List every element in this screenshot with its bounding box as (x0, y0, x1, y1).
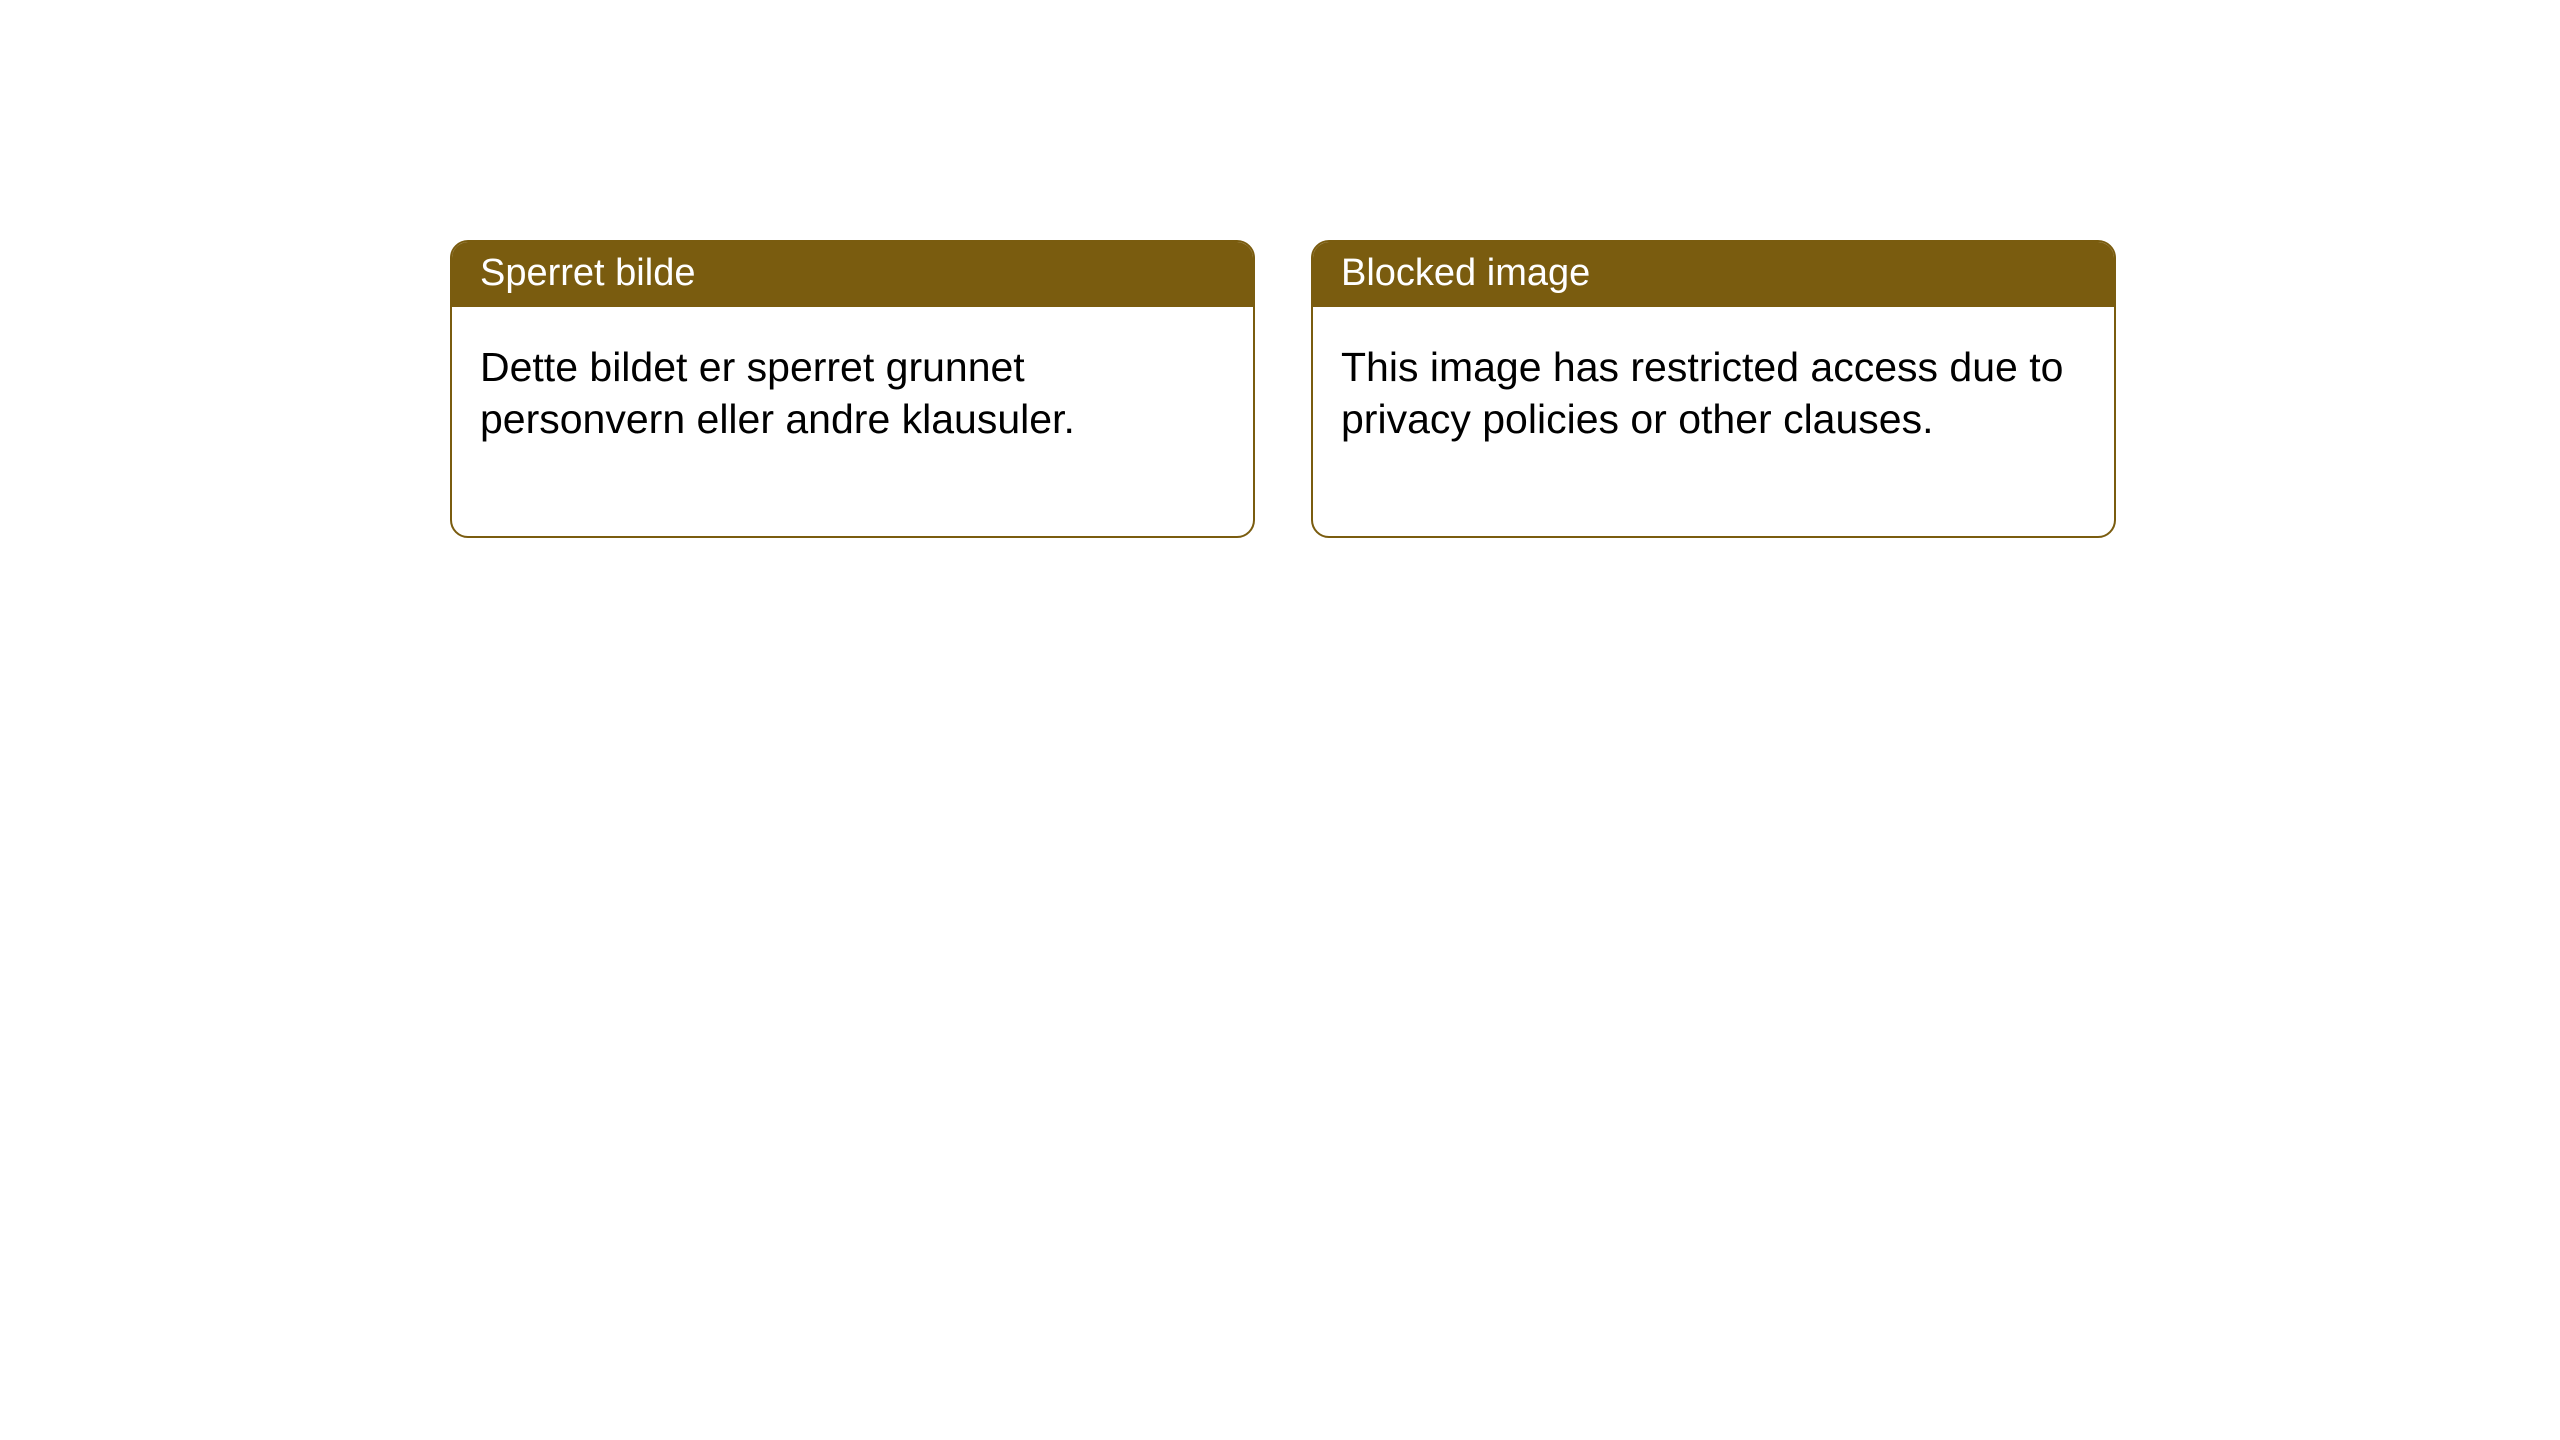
card-body-text: This image has restricted access due to … (1341, 344, 2063, 442)
notice-card-norwegian: Sperret bilde Dette bildet er sperret gr… (450, 240, 1255, 538)
card-header: Blocked image (1313, 242, 2114, 307)
card-title: Sperret bilde (480, 252, 695, 294)
notice-cards-container: Sperret bilde Dette bildet er sperret gr… (450, 240, 2116, 538)
card-body: Dette bildet er sperret grunnet personve… (452, 307, 1253, 536)
card-header: Sperret bilde (452, 242, 1253, 307)
notice-card-english: Blocked image This image has restricted … (1311, 240, 2116, 538)
card-title: Blocked image (1341, 252, 1590, 294)
card-body-text: Dette bildet er sperret grunnet personve… (480, 344, 1075, 442)
card-body: This image has restricted access due to … (1313, 307, 2114, 536)
